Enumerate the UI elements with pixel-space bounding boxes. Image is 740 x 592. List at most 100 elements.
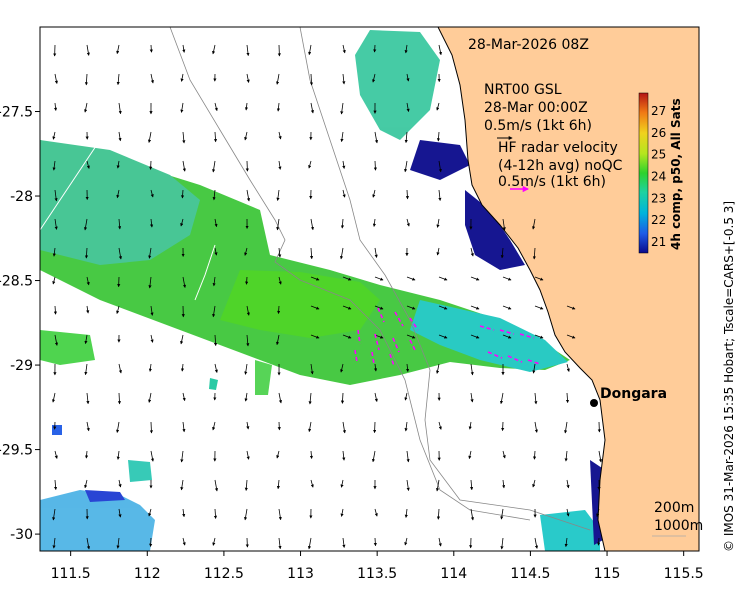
- current-vector: [276, 479, 280, 490]
- hf-vector: [499, 329, 515, 335]
- hf-vector: [389, 353, 395, 367]
- current-vector: [244, 102, 249, 111]
- current-vector: [532, 363, 536, 374]
- current-vector: [116, 44, 120, 55]
- current-vector: [308, 392, 312, 405]
- colorbar-tick-label: 23: [651, 191, 666, 205]
- current-vector: [406, 334, 416, 339]
- current-vector: [534, 392, 538, 405]
- current-vector: [372, 189, 376, 198]
- current-vector: [532, 247, 536, 260]
- current-vector: [309, 450, 314, 460]
- hf-vector: [409, 317, 419, 331]
- current-vector: [373, 160, 377, 171]
- current-vector: [404, 160, 408, 173]
- current-vector: [469, 479, 474, 491]
- current-vector: [470, 305, 480, 310]
- current-vector: [342, 189, 346, 198]
- hf-vector: [354, 349, 358, 363]
- current-vector: [310, 102, 315, 114]
- current-vector: [118, 363, 122, 374]
- colorbar-tick-label: 24: [651, 170, 666, 184]
- y-tick-label: -27.5: [0, 105, 33, 121]
- current-vector: [278, 537, 282, 550]
- current-vector: [118, 218, 122, 230]
- x-tick-label: 112.5: [204, 566, 244, 582]
- current-vector: [52, 160, 56, 171]
- current-vector: [468, 421, 472, 430]
- current-vector: [53, 305, 57, 315]
- current-vector: [52, 247, 56, 257]
- current-vector: [566, 305, 576, 310]
- current-vector: [371, 450, 376, 463]
- current-vector: [278, 392, 283, 404]
- y-tick-label: -28: [10, 189, 33, 205]
- y-axis: -27.5 -28 -28.5 -29 -29.5 -30: [0, 105, 40, 543]
- current-vector: [374, 334, 384, 339]
- current-vector: [52, 392, 56, 403]
- current-vector: [340, 392, 345, 404]
- current-vector: [374, 131, 379, 144]
- current-vector: [212, 160, 216, 173]
- current-vector: [374, 392, 378, 403]
- current-vector: [150, 218, 154, 228]
- current-vector: [310, 305, 320, 310]
- current-vector: [52, 276, 56, 285]
- current-vector: [597, 537, 601, 546]
- current-vector: [566, 479, 570, 489]
- land-mass: [437, 27, 699, 551]
- y-tick-label: -29: [10, 358, 33, 374]
- x-tick-label: 111.5: [51, 566, 91, 582]
- current-vector: [150, 73, 154, 84]
- current-vector: [116, 160, 120, 169]
- current-vector: [84, 247, 89, 259]
- current-vector: [116, 73, 120, 86]
- current-vector: [470, 363, 474, 376]
- colorbar-tick-label: 21: [651, 235, 666, 249]
- current-vector: [244, 363, 248, 375]
- x-tick-label: 115: [594, 566, 621, 582]
- current-vector: [406, 276, 416, 281]
- current-vector: [438, 44, 443, 56]
- current-vector: [54, 189, 58, 202]
- current-vector: [502, 479, 506, 489]
- x-tick-label: 114.5: [510, 566, 550, 582]
- current-vector: [502, 218, 506, 231]
- current-vector: [182, 537, 186, 546]
- current-vector: [470, 508, 475, 521]
- model-label: NRT00 GSL: [484, 82, 562, 98]
- current-vector: [373, 363, 378, 372]
- current-vector: [566, 334, 576, 339]
- current-vector: [438, 537, 442, 547]
- current-vector: [502, 276, 512, 281]
- current-vector: [182, 508, 186, 518]
- current-vector: [340, 102, 344, 115]
- current-vector: [405, 363, 410, 373]
- current-vector: [116, 537, 120, 549]
- current-vector: [374, 508, 378, 517]
- current-vector: [116, 450, 120, 460]
- x-tick-label: 112: [134, 566, 161, 582]
- current-vector: [86, 537, 91, 550]
- current-vector: [86, 276, 90, 286]
- current-vector: [180, 363, 185, 372]
- current-vector: [534, 421, 538, 433]
- dongara-label: Dongara: [600, 386, 667, 402]
- current-vector: [470, 392, 474, 403]
- current-vector: [435, 479, 440, 492]
- timestamp-label: 28-Mar-2026 08Z: [468, 37, 589, 53]
- current-vector: [245, 276, 249, 285]
- current-vector: [339, 247, 344, 260]
- current-vector: [150, 305, 154, 316]
- current-vector: [117, 392, 122, 405]
- current-vector: [342, 160, 346, 170]
- current-vector: [53, 479, 58, 491]
- current-vector: [116, 189, 120, 199]
- isobath-western: [40, 139, 101, 231]
- current-vector: [436, 363, 440, 374]
- current-vector: [278, 160, 282, 170]
- current-vector: [213, 508, 218, 519]
- current-vector: [180, 218, 184, 227]
- current-vector: [470, 334, 480, 339]
